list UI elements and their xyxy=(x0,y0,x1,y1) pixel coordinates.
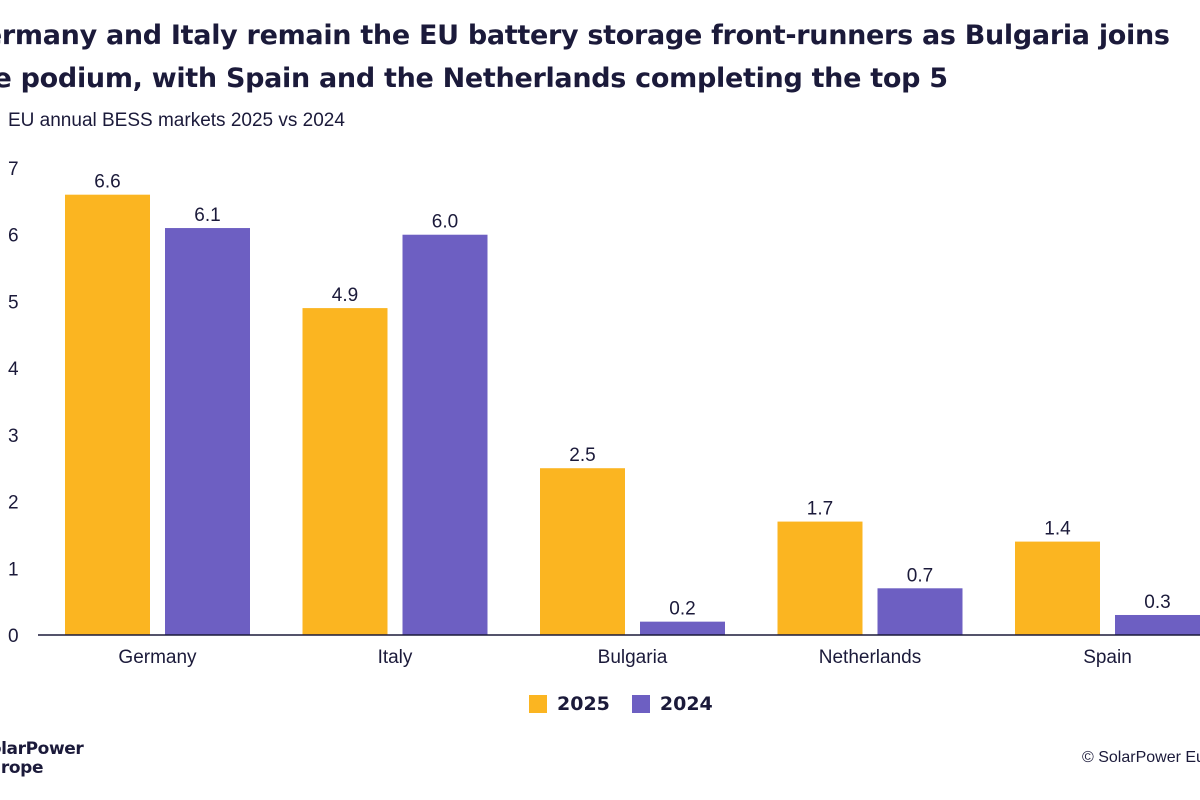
x-tick-label: Germany xyxy=(118,647,197,668)
data-label: 1.4 xyxy=(1044,519,1071,540)
y-tick-label: 4 xyxy=(8,359,19,380)
data-label: 6.1 xyxy=(194,205,220,226)
data-label: 0.2 xyxy=(669,599,695,620)
data-label: 0.7 xyxy=(907,565,933,586)
bar-2025-germany xyxy=(65,194,150,635)
y-tick-label: 1 xyxy=(8,559,19,580)
y-tick-label: 5 xyxy=(8,292,19,313)
bar-2024-bulgaria xyxy=(640,621,725,635)
bar-2025-spain xyxy=(1015,541,1100,635)
bar-2025-bulgaria xyxy=(540,468,625,635)
x-tick-label: Bulgaria xyxy=(598,647,668,668)
data-label: 6.6 xyxy=(94,172,120,193)
y-tick-label: 3 xyxy=(8,426,19,447)
legend-swatch-2025 xyxy=(529,695,547,713)
chart-subtitle: EU annual BESS markets 2025 vs 2024 xyxy=(8,110,345,131)
bar-2025-italy xyxy=(302,308,388,635)
data-label: 0.3 xyxy=(1144,592,1170,613)
chart-legend: 2025 2024 xyxy=(529,693,713,715)
bar-2024-italy xyxy=(402,234,488,635)
y-tick-label: 0 xyxy=(8,626,19,647)
data-label: 6.0 xyxy=(432,212,458,233)
legend-label-2025: 2025 xyxy=(557,693,610,715)
legend-item-2024: 2024 xyxy=(631,693,713,715)
copyright-notice: © SolarPower Europe xyxy=(1082,749,1200,766)
chart-title-line-2: the podium, with Spain and the Netherlan… xyxy=(0,63,948,94)
legend-swatch-2024 xyxy=(631,695,650,713)
data-label: 1.7 xyxy=(807,499,833,520)
x-tick-label: Netherlands xyxy=(819,647,921,668)
bar-2024-spain xyxy=(1115,614,1200,635)
data-label: 2.5 xyxy=(569,445,595,466)
y-tick-label: 2 xyxy=(8,493,19,514)
x-tick-label: Italy xyxy=(378,647,413,668)
legend-label-2024: 2024 xyxy=(659,693,713,715)
legend-item-2025: 2025 xyxy=(529,693,610,715)
bar-2025-netherlands xyxy=(777,521,863,635)
logo-line-2: Europe xyxy=(0,758,44,778)
data-label: 4.9 xyxy=(332,285,358,306)
x-tick-label: Spain xyxy=(1083,647,1132,668)
y-tick-label: 7 xyxy=(8,159,19,180)
chart-title-line-1: Germany and Italy remain the EU battery … xyxy=(0,20,1170,51)
chart-title: Germany and Italy remain the EU battery … xyxy=(0,14,1200,100)
y-tick-label: 6 xyxy=(8,226,19,247)
solarpower-europe-logo: SolarPower Europe xyxy=(0,739,84,778)
logo-line-1: SolarPower xyxy=(0,739,84,759)
bar-2024-germany xyxy=(165,228,250,636)
bar-2024-netherlands xyxy=(877,588,963,635)
